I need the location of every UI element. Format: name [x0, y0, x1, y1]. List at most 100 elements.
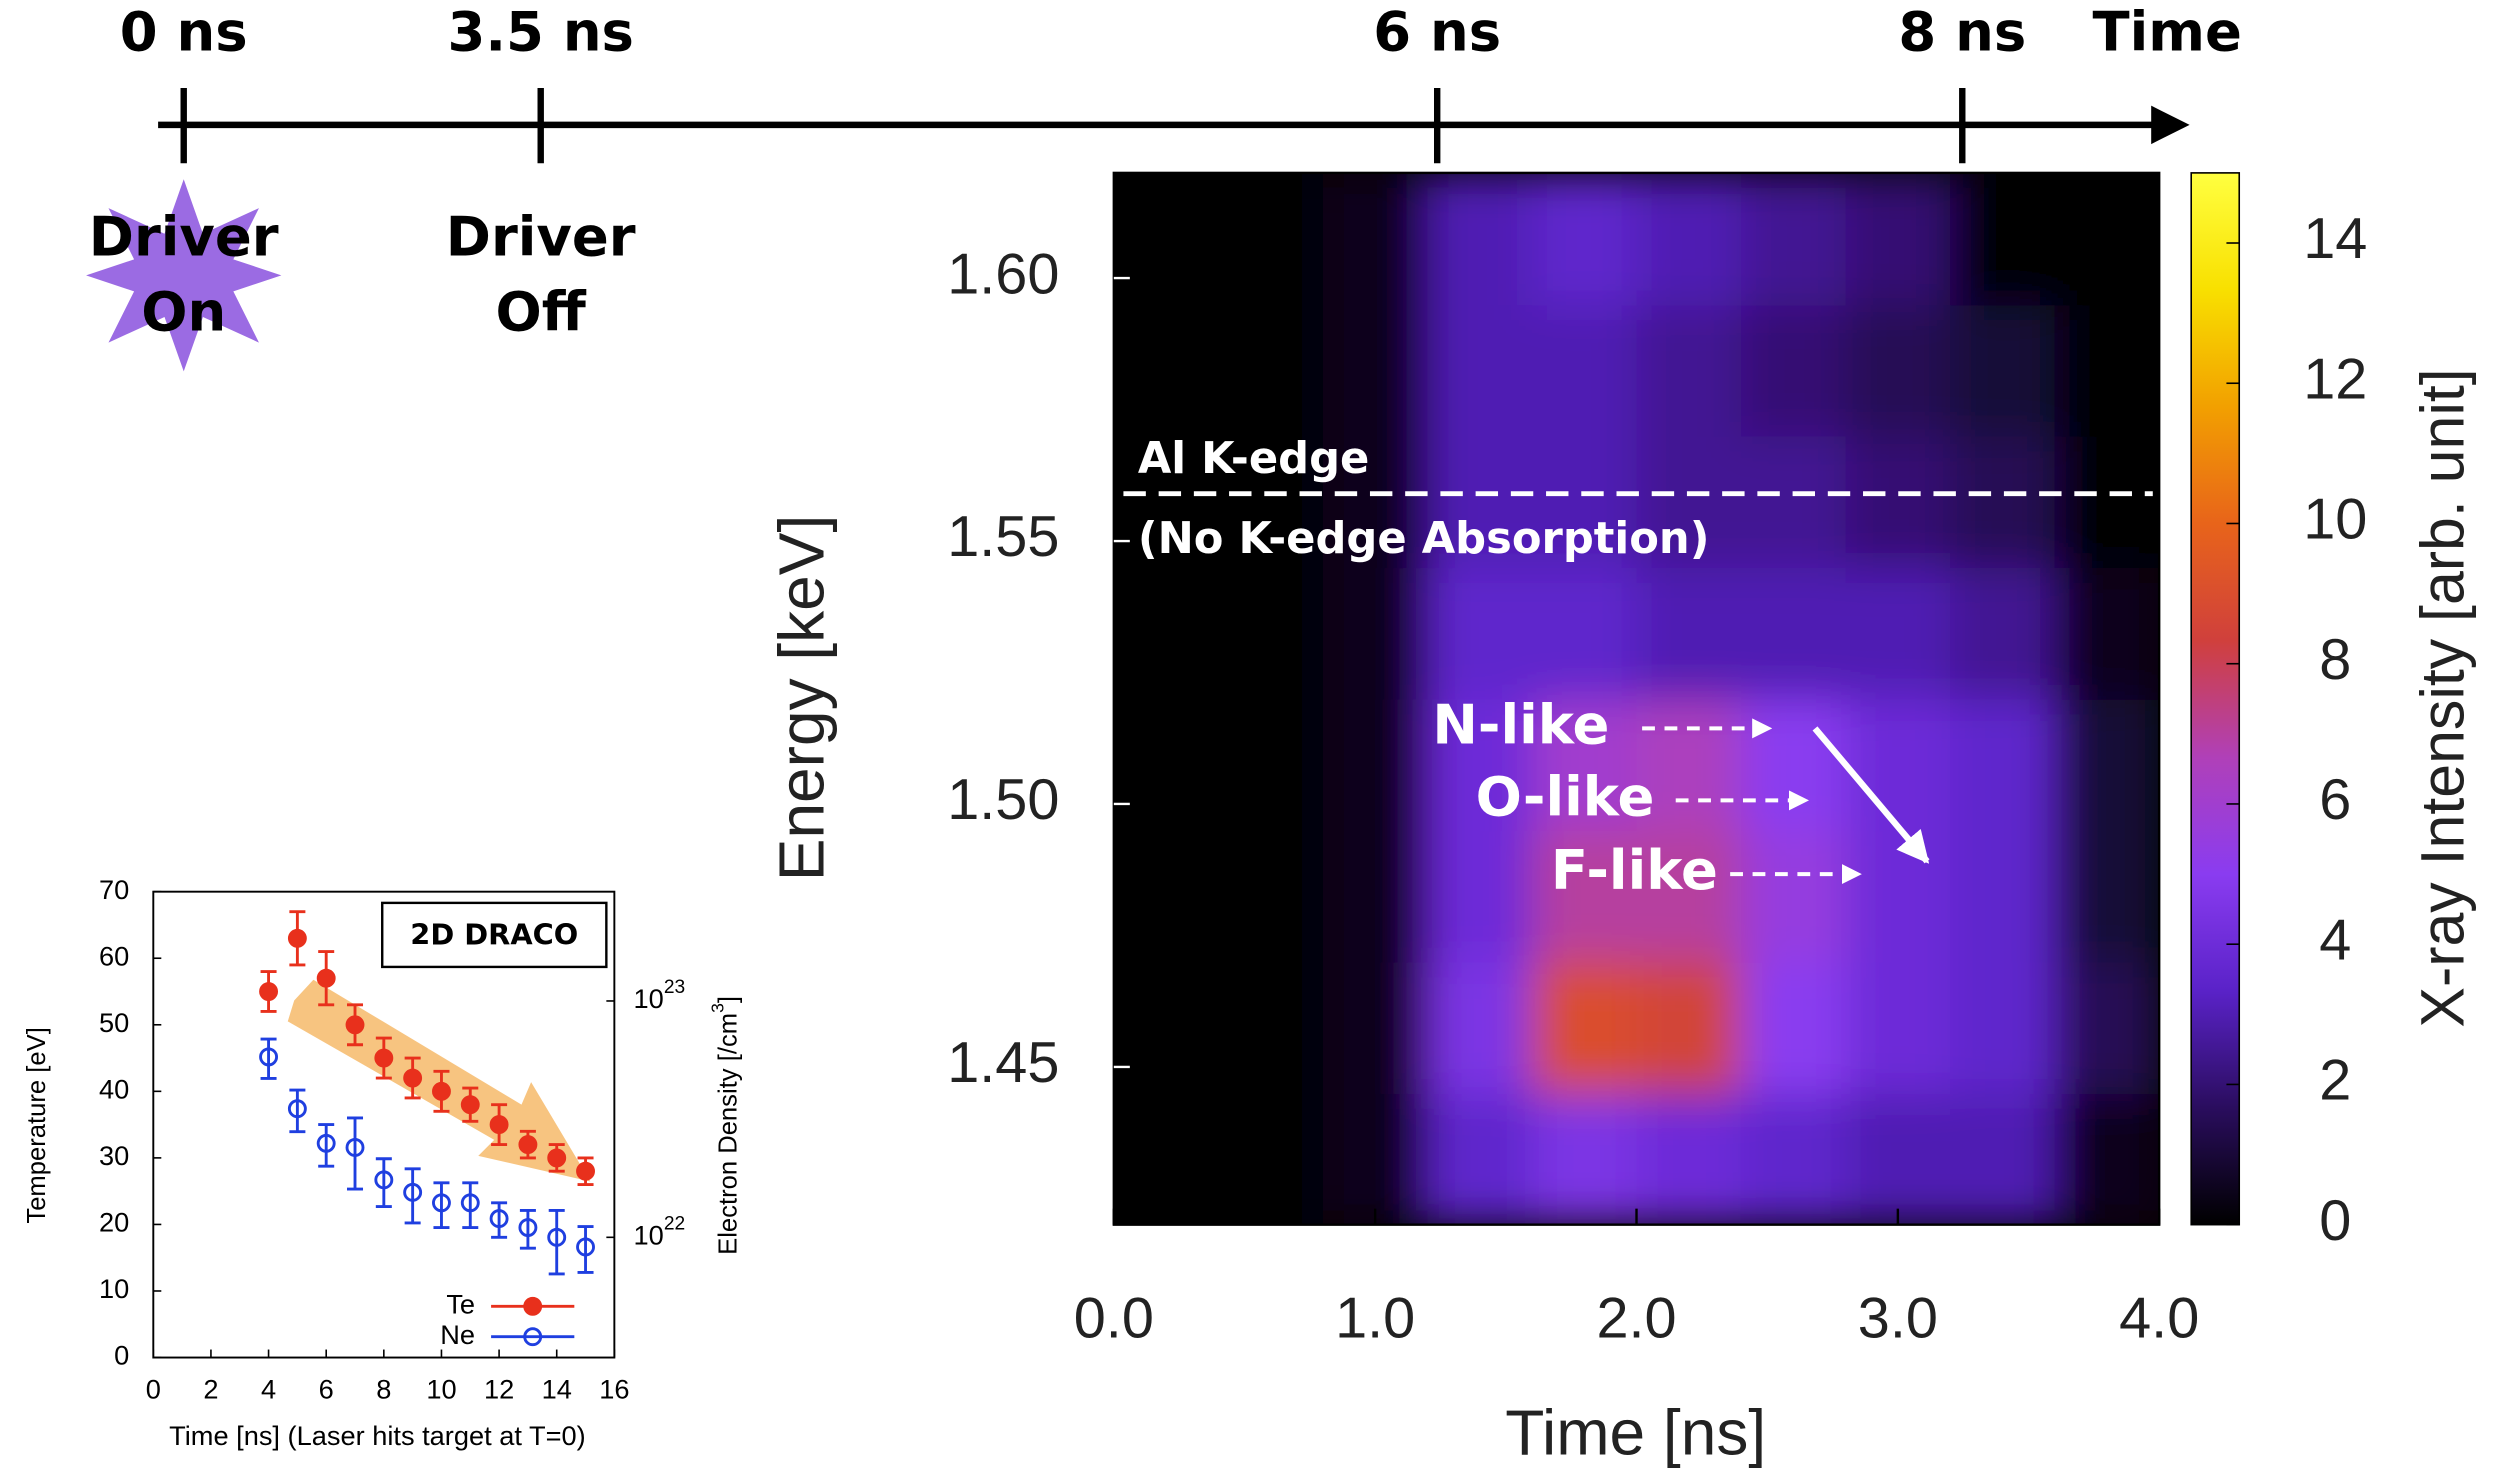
heatmap-cell: [1741, 304, 1847, 437]
data-point: [316, 1133, 336, 1153]
heatmap-cell: [1636, 961, 1742, 1094]
y2-tick-base: 10: [634, 983, 664, 1014]
heatmap-cell: [1427, 304, 1533, 437]
heatmap-cell: [1741, 961, 1847, 1094]
heatmap-blur: [1113, 172, 2160, 1225]
legend-label: Te: [446, 1288, 475, 1319]
heatmap-cell: [1950, 830, 2056, 963]
ion-label: F-like: [1551, 838, 1718, 902]
heatmap-cell: [1531, 435, 1638, 569]
colorbar-tick-label: 12: [2303, 347, 2367, 411]
heatmap-cell: [1531, 567, 1638, 700]
heatmap-cell: [1322, 304, 1429, 437]
y2-label-text: Electron Density [/cm: [714, 1013, 742, 1255]
k-edge-note: (No K-edge Absorption): [1138, 514, 1710, 564]
heatmap-cell: [1741, 172, 1847, 306]
colorbar-tick-label: 8: [2319, 628, 2351, 692]
heatmap-cell: [1218, 172, 1324, 306]
legend-marker: [523, 1327, 543, 1347]
heatmap-cell: [2054, 172, 2160, 306]
x-tick-label: 3.0: [1858, 1287, 1938, 1351]
heatmap-cell: [1741, 830, 1847, 963]
x-tick-label: 4.0: [2119, 1287, 2199, 1351]
y-axis-label: Temperature [eV]: [23, 1027, 51, 1223]
heatmap-cell: [1950, 567, 2056, 700]
y2-tick-base: 10: [634, 1220, 664, 1251]
x-tick-label: 4: [261, 1373, 276, 1404]
heatmap-cell: [1845, 830, 1951, 963]
timeline-arrow: [2151, 105, 2190, 145]
event-label: Off: [496, 279, 587, 343]
heatmap-cell: [1636, 698, 1742, 832]
x-tick-label: 8: [376, 1373, 391, 1404]
heatmap-cell: [1218, 435, 1324, 569]
y-tick-label: 0: [114, 1340, 129, 1371]
error-bar: [289, 1088, 306, 1134]
x-tick-label: 2: [203, 1373, 218, 1404]
y-tick-label: 1.55: [947, 505, 1059, 569]
y2-label-sup: 3: [707, 1003, 727, 1013]
data-point: [259, 1047, 279, 1067]
error-bar: [260, 1037, 277, 1080]
heatmap-cell: [2054, 304, 2160, 437]
x-tick-label: 14: [542, 1373, 572, 1404]
timeline-tick-label: 6 ns: [1373, 0, 1501, 63]
y2-axis-label: Electron Density [/cm3]: [707, 996, 742, 1255]
event-label: Driver: [446, 204, 636, 268]
heatmap-cell: [1950, 961, 2056, 1094]
error-bar: [548, 1208, 565, 1276]
heatmap-cell: [1531, 698, 1638, 832]
x-tick-label: 16: [599, 1373, 629, 1404]
heatmap-cell: [1218, 961, 1324, 1094]
data-point: [287, 1099, 307, 1119]
heatmap-cell: [1845, 304, 1951, 437]
y-tick-label: 40: [99, 1074, 129, 1105]
data-point: [547, 1148, 567, 1168]
error-bar: [375, 1157, 392, 1208]
heatmap-cell: [1322, 172, 1429, 306]
data-point: [259, 982, 279, 1001]
heatmap-cell: [1741, 698, 1847, 832]
x-tick-label: 12: [484, 1373, 514, 1404]
x-tick-label: 6: [319, 1373, 334, 1404]
data-point: [403, 1182, 423, 1202]
heatmap-cell: [2054, 435, 2160, 569]
legend-label: Ne: [440, 1319, 475, 1350]
colorbar: [2190, 172, 2241, 1226]
heatmap-cell: [1113, 961, 1220, 1094]
heatmap-cell: [1950, 172, 2056, 306]
event-label: On: [141, 279, 226, 343]
heatmap-cell: [1531, 172, 1638, 306]
colorbar-tick-label: 4: [2319, 908, 2351, 972]
ion-label: O-like: [1476, 765, 1655, 829]
heatmap-cell: [2054, 1093, 2160, 1225]
heatmap-cell: [1218, 698, 1324, 832]
x-tick-label: 1.0: [1335, 1287, 1415, 1351]
annotation-box: [381, 901, 608, 969]
data-point: [345, 1138, 365, 1157]
heatmap-cell: [1218, 567, 1324, 700]
data-point: [460, 1193, 480, 1213]
y-tick-label: 70: [99, 874, 129, 905]
data-point: [432, 1193, 451, 1213]
heatmap-cell: [1322, 830, 1429, 963]
heatmap-cell: [2054, 961, 2160, 1094]
data-point: [489, 1209, 509, 1229]
data-point: [345, 1015, 365, 1035]
event-label: Driver: [89, 204, 279, 268]
x-tick-label: 10: [426, 1373, 456, 1404]
y-tick-label: 1.60: [947, 242, 1059, 306]
heatmap-cell: [1741, 435, 1847, 569]
y-tick-label: 60: [99, 940, 129, 971]
y-tick-label: 50: [99, 1007, 129, 1038]
error-bar: [347, 1116, 364, 1191]
legend-marker: [523, 1296, 543, 1316]
colorbar-tick-label: 14: [2303, 207, 2367, 271]
heatmap-cell: [1845, 172, 1951, 306]
heatmap-cell: [1950, 435, 2056, 569]
data-point: [518, 1218, 538, 1237]
heatmap-cells: [1113, 172, 2160, 1225]
heatmap-cell: [2054, 567, 2160, 700]
heatmap-cell: [1636, 1093, 1742, 1225]
